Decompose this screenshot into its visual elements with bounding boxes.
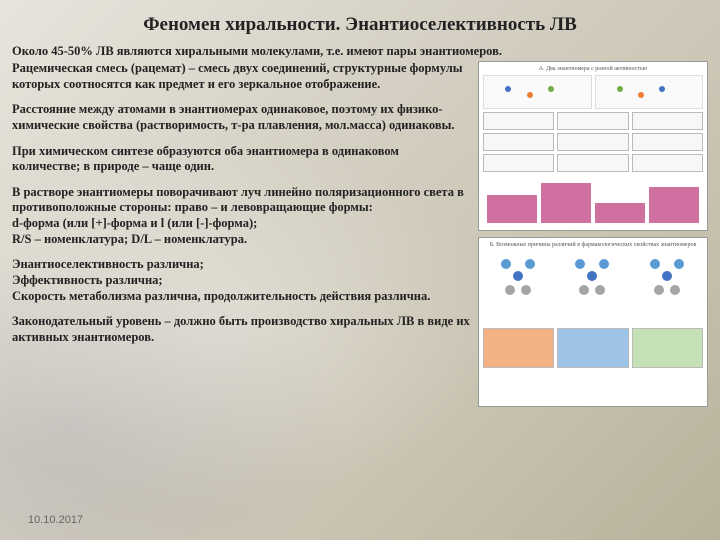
molecule-3d: [483, 251, 554, 301]
figure-label-box: [483, 154, 554, 172]
figure-label: [483, 372, 554, 386]
text-column: Рацемическая смесь (рацемат) – смесь дву…: [12, 61, 470, 407]
figure-label-box: [557, 154, 628, 172]
block: [557, 328, 628, 368]
page-title: Феномен хиральности. Энантиоселективност…: [12, 14, 708, 36]
figure-label: [483, 308, 554, 322]
paragraph: Рацемическая смесь (рацемат) – смесь дву…: [12, 61, 470, 92]
figure-2-title: Б. Возможные причины различий в фармакол…: [483, 242, 703, 248]
paragraph: В растворе энантиомеры поворачивают луч …: [12, 185, 470, 248]
figure-label: [632, 372, 703, 386]
figure-label-box: [557, 133, 628, 151]
bar: [649, 187, 699, 223]
figure-label-box: [557, 112, 628, 130]
intro-text: Около 45-50% ЛВ являются хиральными моле…: [12, 44, 708, 59]
molecule-diagram: [595, 75, 704, 109]
figure-1-bars: [483, 175, 703, 223]
paragraph: При химическом синтезе образуются оба эн…: [12, 144, 470, 175]
figure-label-box: [483, 133, 554, 151]
figure-label: [557, 372, 628, 386]
block: [632, 328, 703, 368]
paragraph: Расстояние между атомами в энантиомерах …: [12, 102, 470, 133]
figure-label: [557, 308, 628, 322]
molecule-3d: [632, 251, 703, 301]
date-stamp: 10.10.2017: [28, 514, 83, 526]
body-row: Рацемическая смесь (рацемат) – смесь дву…: [12, 61, 708, 407]
block: [483, 328, 554, 368]
bar: [487, 195, 537, 223]
figure-column: А. Два энантиомера с разной активностью: [478, 61, 708, 407]
paragraph: Энантиоселективность различна; Эффективн…: [12, 257, 470, 304]
figure-label: [632, 308, 703, 322]
molecule-diagram: [483, 75, 592, 109]
figure-1: А. Два энантиомера с разной активностью: [478, 61, 708, 231]
figure-label-box: [632, 112, 703, 130]
bar: [595, 203, 645, 223]
bar: [541, 183, 591, 223]
figure-label-box: [632, 133, 703, 151]
molecule-3d: [557, 251, 628, 301]
paragraph: Законодательный уровень – должно быть пр…: [12, 314, 470, 345]
figure-label-box: [632, 154, 703, 172]
figure-2: Б. Возможные причины различий в фармакол…: [478, 237, 708, 407]
figure-label-box: [483, 112, 554, 130]
figure-1-title: А. Два энантиомера с разной активностью: [483, 66, 703, 72]
